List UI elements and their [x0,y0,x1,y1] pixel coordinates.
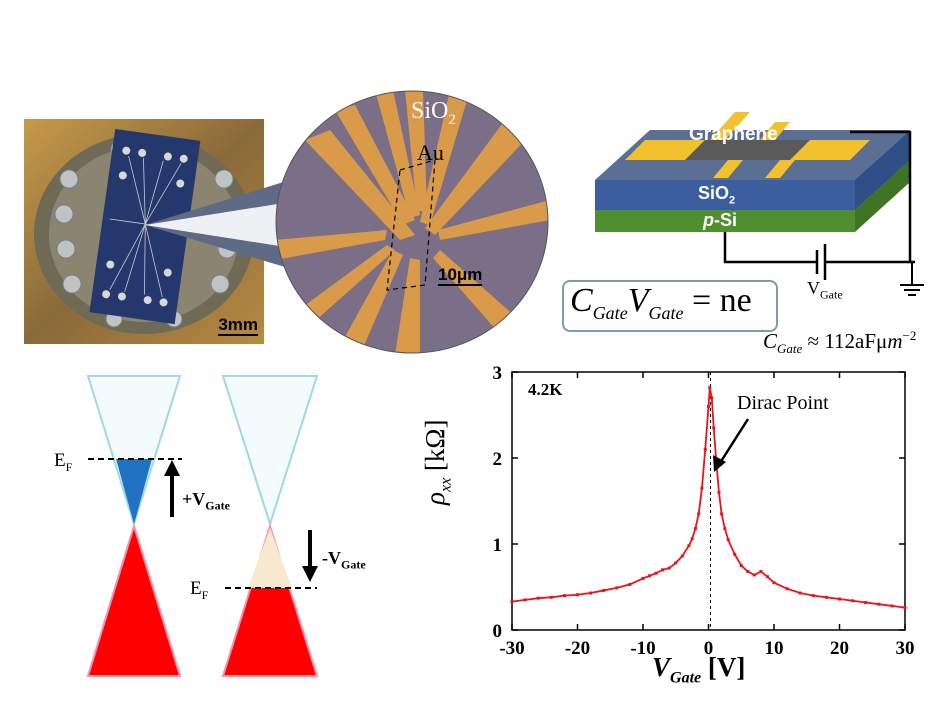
data-point [641,576,645,580]
data-point [703,447,707,451]
left-conduction-cone [86,375,182,528]
x-tick-label: 30 [896,638,915,659]
data-point [674,561,678,565]
capacitance-text: CGate ≈ 112aFμm−2 [763,328,917,357]
right-conduction-cone [221,375,319,528]
data-point [903,606,907,610]
data-point [661,568,665,572]
data-point [687,544,691,548]
data-point [838,597,841,601]
data-point [602,588,606,592]
data-point [759,570,763,574]
data-point [707,404,710,408]
data-point [717,490,721,494]
data-point [667,566,671,570]
x-tick-label: -10 [630,638,655,659]
device-substrate-label: p-Si [703,210,738,230]
data-point [726,538,730,542]
data-point [693,527,697,531]
micrograph: SiO2 Au 10μm [275,90,550,355]
data-point [890,604,894,608]
equation-text: CGateVGate = ne [570,282,752,323]
left-fermi-label: EF [54,450,73,474]
photo-scale-label: 3mm [218,315,258,336]
device-voltage-label: VGate [807,278,843,302]
left-valence-cone [86,522,182,677]
left-filled-electrons [116,459,152,524]
data-point [589,591,593,595]
micrograph-metal-label: Au [417,140,444,165]
chart-dirac-annotation: Dirac Point [737,392,829,414]
y-tick-label: 0 [493,621,503,642]
chart-ticks: -30 -20 -10 0 10 20 30 0 1 2 3 [493,363,915,659]
data-point [510,600,514,604]
data-point [877,602,881,606]
data-point [708,385,712,389]
data-point [765,575,769,579]
dirac-arrow [713,418,750,472]
data-point [700,486,704,490]
data-point [746,570,750,574]
data-point [785,587,789,591]
data-point [648,574,652,578]
data-point [654,571,658,575]
data-point [628,582,632,586]
data-point [615,586,619,590]
zoom-callout [145,180,295,270]
device-oxide-label: SiO2 [698,183,736,207]
right-gate-label: -VGate [322,548,366,572]
data-point [562,594,566,598]
resistivity-chart: -30 -20 -10 0 10 20 30 0 1 2 3 4.2K Dirac Point [493,363,915,659]
data-point [680,554,684,558]
y-tick-label: 1 [493,535,503,556]
x-tick-label: 10 [765,638,784,659]
data-point [549,595,553,599]
data-point [811,594,815,598]
x-tick-label: -30 [499,638,524,659]
data-point [864,600,868,604]
device-schematic-image [595,112,924,296]
device-graphene-label: Graphene [689,124,778,145]
left-gate-label: +VGate [182,489,230,513]
micrograph-oxide-label: SiO2 [411,98,456,128]
data-point [739,564,743,567]
data-point [851,599,855,603]
data-point [772,581,776,585]
chart-series [510,385,907,610]
data-point [710,396,714,400]
right-holes-region [248,528,292,588]
data-point [690,537,694,541]
data-point [697,512,701,516]
right-valence-cone [221,522,319,677]
device-oxide-layer [595,180,855,210]
x-tick-label: -20 [565,638,590,659]
data-point [576,593,579,597]
chart-x-label: VGate [V] [652,652,746,687]
x-tick-label: 20 [830,638,849,659]
equation-box [562,280,778,332]
y-tick-label: 3 [493,363,503,384]
data-point [798,591,802,595]
chart-temperature-label: 4.2K [528,380,563,399]
data-point [523,598,527,602]
data-point [712,426,716,430]
band-diagrams [86,375,319,677]
micrograph-image [275,90,549,354]
micrograph-scale-label: 10μm [438,265,483,286]
device-silicon-layer [595,210,855,232]
right-fermi-label: EF [190,578,209,602]
resistivity-line [511,387,906,609]
data-point [720,512,724,516]
chart-y-label: ρxx [kΩ] [420,419,455,505]
data-point [752,573,756,577]
x-tick-label: 0 [704,638,714,659]
y-tick-label: 2 [493,449,503,470]
data-point [733,552,737,556]
data-point [536,596,540,600]
data-point [723,527,727,531]
data-point [824,595,828,599]
device-schematic: Graphene SiO2 p-Si VGate [585,100,930,305]
